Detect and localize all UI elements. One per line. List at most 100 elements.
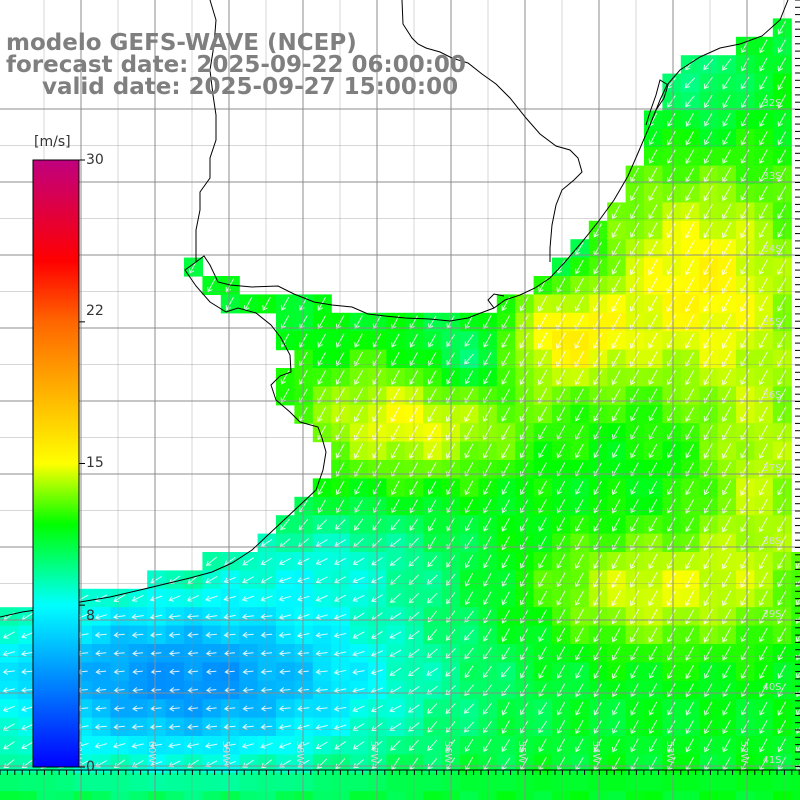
wind-arrow bbox=[759, 738, 768, 753]
wind-arrow bbox=[611, 369, 621, 386]
wind-arrow bbox=[685, 259, 695, 276]
wind-arrow bbox=[352, 557, 365, 566]
wind-speed-cell bbox=[165, 791, 185, 800]
wind-arrow bbox=[94, 724, 107, 730]
wind-arrow bbox=[556, 572, 566, 588]
wind-arrow bbox=[777, 572, 787, 588]
wind-speed-cell bbox=[73, 791, 93, 800]
wind-arrow bbox=[556, 646, 566, 661]
wind-arrow bbox=[611, 222, 621, 238]
wind-arrow bbox=[648, 480, 658, 495]
wind-arrow bbox=[629, 332, 640, 349]
wind-arrow bbox=[297, 577, 310, 584]
wind-arrow bbox=[758, 240, 769, 257]
wind-arrow bbox=[593, 517, 603, 532]
wind-arrow bbox=[721, 351, 732, 368]
wind-arrow bbox=[777, 57, 786, 72]
wind-arrow bbox=[759, 149, 768, 164]
wind-arrow bbox=[520, 646, 529, 661]
wind-arrow bbox=[186, 613, 199, 620]
wind-arrow bbox=[223, 595, 236, 602]
wind-arrow bbox=[666, 332, 677, 349]
wind-arrow bbox=[685, 720, 694, 734]
wind-arrow bbox=[464, 647, 474, 660]
wind-arrow bbox=[721, 258, 732, 276]
wind-speed-cell bbox=[404, 791, 424, 800]
wind-arrow bbox=[758, 351, 769, 367]
wind-arrow bbox=[630, 499, 639, 514]
wind-arrow bbox=[519, 406, 529, 422]
wind-arrow bbox=[630, 222, 640, 238]
wind-arrow bbox=[224, 687, 235, 694]
wind-arrow bbox=[722, 94, 731, 109]
wind-arrow bbox=[759, 57, 768, 72]
wind-arrow bbox=[279, 687, 291, 694]
wind-arrow bbox=[262, 296, 271, 311]
latitude-label: 35S bbox=[762, 317, 781, 328]
wind-arrow bbox=[703, 590, 713, 607]
wind-arrow bbox=[241, 595, 255, 602]
wind-arrow bbox=[391, 499, 400, 514]
wind-arrow bbox=[335, 425, 345, 441]
wind-arrow bbox=[703, 517, 713, 533]
wind-arrow bbox=[169, 687, 180, 694]
wind-speed-cell bbox=[772, 791, 792, 800]
wind-arrow bbox=[721, 590, 732, 607]
wind-arrow bbox=[777, 186, 787, 201]
wind-arrow bbox=[611, 571, 621, 588]
wind-arrow bbox=[483, 517, 492, 532]
wind-arrow bbox=[721, 295, 732, 312]
wind-arrow bbox=[428, 480, 437, 495]
wind-arrow bbox=[519, 591, 529, 606]
wind-speed-cell bbox=[239, 791, 259, 800]
wind-arrow bbox=[648, 572, 658, 588]
wind-arrow bbox=[132, 687, 143, 694]
wind-arrow bbox=[463, 721, 475, 733]
wind-arrow bbox=[21, 631, 34, 639]
wind-arrow bbox=[407, 685, 420, 695]
wind-arrow bbox=[464, 370, 474, 385]
wind-arrow bbox=[315, 650, 328, 657]
wind-arrow bbox=[207, 278, 216, 293]
wind-arrow bbox=[685, 203, 695, 220]
wind-arrow bbox=[703, 277, 714, 294]
wind-arrow bbox=[666, 259, 677, 276]
wind-arrow bbox=[132, 705, 144, 712]
wind-arrow bbox=[501, 517, 511, 532]
wind-arrow bbox=[335, 480, 345, 495]
wind-speed-cell bbox=[18, 791, 38, 800]
wind-arrow bbox=[684, 295, 695, 313]
wind-arrow bbox=[685, 149, 695, 164]
wind-arrow bbox=[722, 720, 731, 735]
wind-speed-cell bbox=[699, 791, 719, 800]
wind-arrow bbox=[408, 556, 420, 567]
wind-arrow bbox=[242, 557, 254, 566]
wind-arrow bbox=[391, 351, 400, 367]
wind-arrow bbox=[113, 594, 126, 602]
wind-arrow bbox=[703, 480, 713, 496]
wind-speed-cell bbox=[736, 772, 755, 792]
wind-arrow bbox=[2, 723, 15, 731]
wind-arrow bbox=[389, 705, 402, 713]
wind-arrow bbox=[113, 742, 126, 749]
wind-arrow bbox=[131, 742, 144, 749]
wind-arrow bbox=[648, 277, 658, 294]
wind-arrow bbox=[722, 646, 731, 661]
wind-speed-cell bbox=[791, 717, 800, 737]
wind-arrow bbox=[427, 703, 438, 714]
wind-arrow bbox=[759, 646, 768, 661]
wind-arrow bbox=[722, 738, 731, 753]
wind-speed-cell bbox=[736, 791, 755, 800]
wind-arrow bbox=[704, 94, 713, 108]
wind-arrow bbox=[593, 406, 603, 422]
wind-arrow bbox=[630, 369, 640, 386]
wind-arrow bbox=[409, 352, 419, 367]
wind-arrow bbox=[758, 259, 769, 275]
wind-arrow bbox=[685, 95, 695, 108]
wind-arrow bbox=[612, 701, 621, 716]
wind-arrow bbox=[703, 240, 714, 257]
wind-arrow bbox=[278, 742, 292, 749]
wind-arrow bbox=[667, 131, 676, 146]
